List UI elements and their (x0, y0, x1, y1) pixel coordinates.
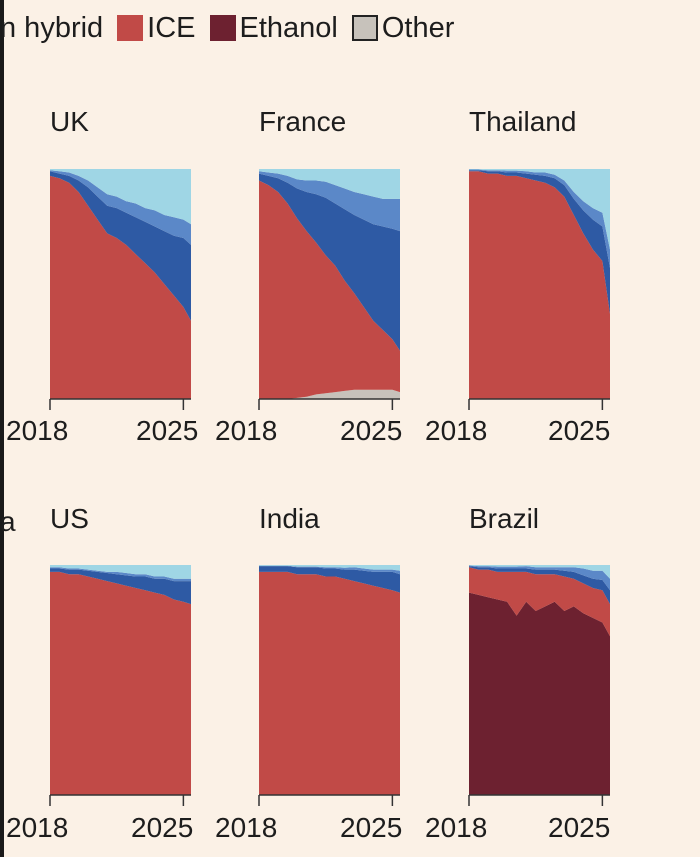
area-hybrid (469, 169, 610, 268)
area-ev (469, 565, 610, 579)
x-tick-start: 2018 (6, 415, 69, 446)
area-plugin-hybrid (50, 568, 191, 605)
area-ice (469, 171, 610, 399)
x-tick-end: 2025 (340, 415, 403, 446)
x-tick-start: 2018 (6, 812, 69, 843)
clipped-left-label: a (0, 506, 16, 537)
panel-title-france: France (259, 106, 347, 137)
area-ev (469, 169, 610, 250)
area-ethanol (469, 592, 610, 795)
area-plugin-hybrid (50, 171, 191, 321)
x-tick-start: 2018 (215, 812, 278, 843)
area-plugin-hybrid (259, 566, 400, 593)
x-tick-end: 2025 (136, 415, 199, 446)
area-ev (50, 565, 191, 579)
x-tick-end: 2025 (340, 812, 403, 843)
legend-swatch-ice (117, 15, 144, 41)
area-ev (50, 169, 191, 225)
panel-india (258, 565, 400, 806)
panel-title-brazil: Brazil (469, 503, 540, 534)
legend-label-ice: ICE (147, 11, 196, 44)
area-hybrid (259, 171, 400, 232)
area-ice (469, 567, 610, 637)
legend-swatch-ethanol (209, 15, 236, 41)
legend: n hybrid ICE Ethanol Other (0, 8, 460, 48)
panel-title-thailand: Thailand (469, 106, 577, 137)
legend-item-ice: ICE (109, 11, 196, 45)
area-hybrid (259, 565, 400, 575)
panel-france (258, 169, 400, 410)
panel-uk (49, 169, 191, 410)
legend-label-other: Other (381, 11, 455, 44)
legend-item-hybrid: n hybrid (0, 12, 103, 45)
area-ice (50, 175, 191, 399)
area-hybrid (50, 567, 191, 582)
area-plugin-hybrid (259, 173, 400, 351)
legend-label-ethanol: Ethanol (239, 11, 338, 44)
area-plugin-hybrid (469, 170, 610, 314)
area-ice (259, 180, 400, 399)
area-ice (50, 571, 191, 795)
area-ev (259, 169, 400, 199)
panel-us (49, 565, 191, 806)
area-hybrid (50, 170, 191, 245)
area-ev (259, 565, 400, 571)
x-tick-end: 2025 (548, 415, 611, 446)
legend-item-other: Other (344, 11, 455, 45)
panel-title-india: India (259, 503, 320, 534)
panel-brazil (468, 565, 610, 806)
x-tick-end: 2025 (131, 812, 194, 843)
x-tick-end: 2025 (548, 812, 611, 843)
area-other (259, 389, 400, 399)
panel-title-uk: UK (50, 106, 89, 137)
x-tick-start: 2018 (425, 415, 488, 446)
left-edge-strip (0, 0, 4, 857)
legend-label-hybrid: n hybrid (0, 11, 104, 44)
panel-thailand (468, 169, 610, 410)
area-hybrid (469, 565, 610, 591)
x-tick-start: 2018 (215, 415, 278, 446)
legend-item-ethanol: Ethanol (202, 12, 338, 45)
legend-swatch-other (351, 15, 378, 41)
x-tick-start: 2018 (425, 812, 488, 843)
area-plugin-hybrid (469, 566, 610, 605)
area-ice (259, 571, 400, 795)
panel-title-us: US (50, 503, 89, 534)
